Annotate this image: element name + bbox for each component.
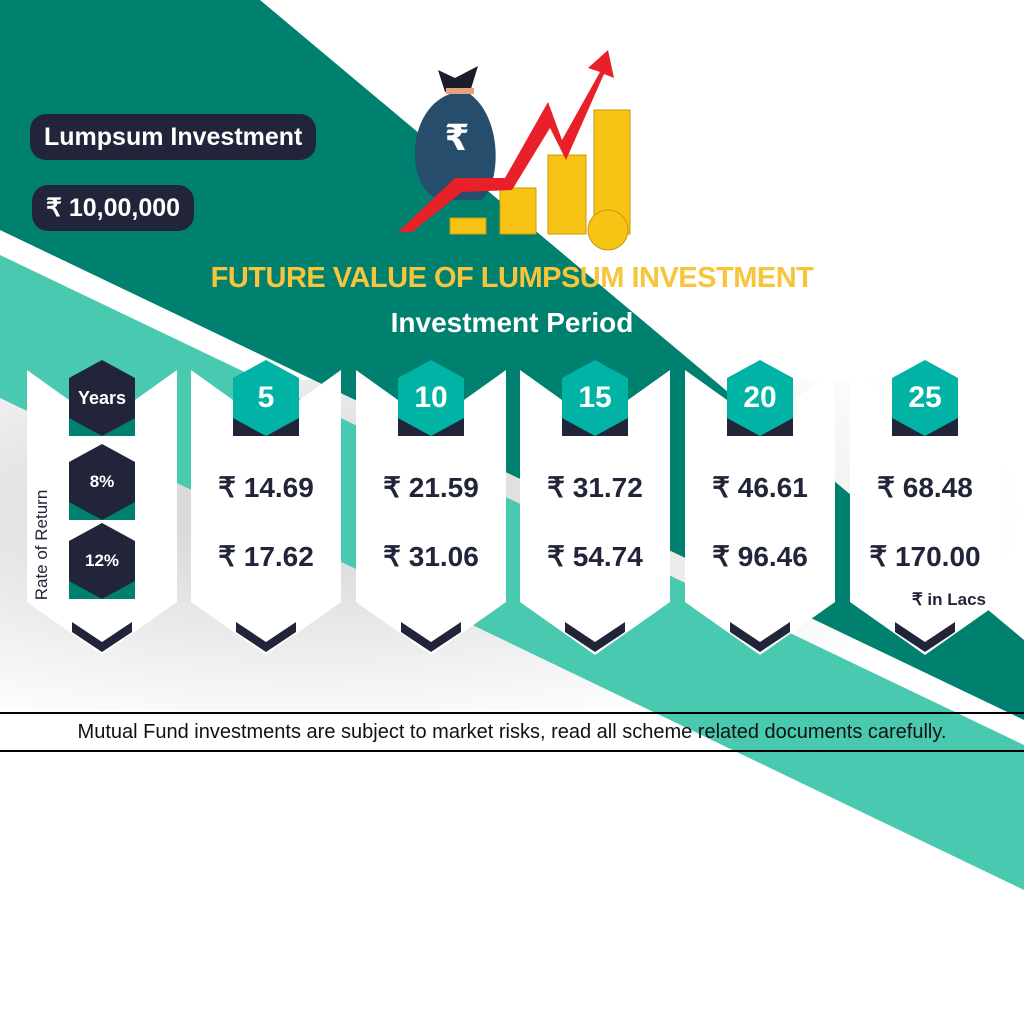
year-value: 10 [414, 381, 448, 414]
unit-note: ₹ in Lacs [911, 590, 986, 609]
value-8pct: ₹ 68.48 [877, 472, 973, 503]
years-hex: Years [69, 360, 135, 436]
value-12pct: ₹ 17.62 [218, 541, 314, 572]
year-column-card: 20 ₹ 46.61 ₹ 96.46 [685, 360, 835, 655]
year-value: 5 [257, 381, 275, 414]
rate-hex-12: 12% [69, 523, 135, 599]
investment-label: Lumpsum Investment [30, 114, 317, 160]
value-12pct: ₹ 96.46 [712, 541, 808, 572]
rate-of-return-label: Rate of Return [32, 489, 51, 601]
svg-text:₹: ₹ [444, 118, 469, 159]
years-label: Years [77, 387, 127, 408]
money-bag-icon: ₹ [414, 66, 496, 200]
year-column-card: 10 ₹ 21.59 ₹ 31.06 [356, 360, 506, 655]
value-8pct: ₹ 31.72 [547, 472, 643, 503]
year-column-card: 5 ₹ 14.69 ₹ 17.62 [191, 360, 341, 655]
year-value: 15 [578, 381, 612, 414]
year-column-card: 25 ₹ 68.48 ₹ 170.00 ₹ in Lacs [850, 360, 1000, 655]
value-8pct: ₹ 14.69 [218, 472, 314, 503]
growth-arrow-icon [398, 50, 614, 232]
value-12pct: ₹ 170.00 [869, 541, 981, 572]
page-title: FUTURE VALUE OF LUMPSUM INVESTMENT [210, 262, 814, 294]
year-hex: 25 [892, 360, 958, 436]
year-hex: 5 [233, 360, 299, 436]
value-8pct: ₹ 21.59 [383, 472, 479, 503]
rate-hex-8: 8% [69, 444, 135, 520]
rate-label-card: Years 8% 12% Rate of Return [27, 360, 177, 655]
value-12pct: ₹ 31.06 [383, 541, 479, 572]
rate-12: 12% [84, 551, 120, 570]
year-value: 20 [743, 381, 777, 414]
year-hex: 15 [562, 360, 628, 436]
disclaimer: Mutual Fund investments are subject to m… [0, 712, 1024, 752]
value-8pct: ₹ 46.61 [712, 472, 808, 503]
coin-stack-icon [449, 109, 631, 251]
year-hex: 10 [398, 360, 464, 436]
rate-8: 8% [89, 472, 115, 491]
value-12pct: ₹ 54.74 [547, 541, 643, 572]
year-column-card: 15 ₹ 31.72 ₹ 54.74 [520, 360, 670, 655]
year-hex: 20 [727, 360, 793, 436]
page-subtitle: Investment Period [390, 307, 634, 338]
investment-amount: ₹ 10,00,000 [32, 185, 195, 231]
year-value: 25 [908, 381, 942, 414]
